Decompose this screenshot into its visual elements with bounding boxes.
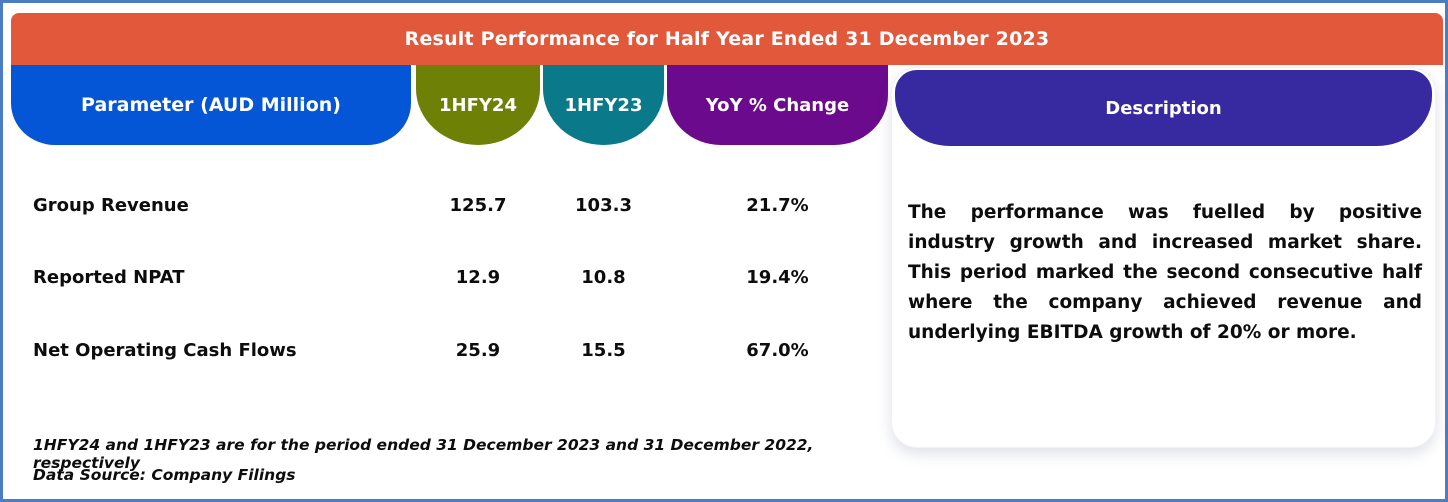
column-header-parameter: Parameter (AUD Million): [11, 65, 411, 145]
row-label-net-operating-cash-flows: Net Operating Cash Flows: [33, 340, 297, 361]
cell-group-revenue-1hfy24: 125.7: [449, 195, 507, 216]
title-banner: Result Performance for Half Year Ended 3…: [11, 13, 1443, 65]
row-label-group-revenue: Group Revenue: [33, 195, 189, 216]
cell-net-operating-cash-flows-1hfy24: 25.9: [455, 340, 501, 361]
column-header-1hfy23-label: 1HFY23: [564, 94, 643, 116]
cell-reported-npat-yoy: 19.4%: [746, 267, 809, 288]
column-header-1hfy24: 1HFY24: [416, 65, 540, 145]
figure-title: Result Performance for Half Year Ended 3…: [404, 28, 1050, 50]
cell-net-operating-cash-flows-1hfy23: 15.5: [581, 340, 626, 361]
cell-net-operating-cash-flows-yoy: 67.0%: [746, 340, 809, 361]
column-header-description: Description: [895, 70, 1432, 146]
column-header-1hfy24-label: 1HFY24: [439, 94, 517, 116]
cell-reported-npat-1hfy24: 12.9: [455, 267, 501, 288]
row-label-reported-npat: Reported NPAT: [33, 267, 185, 288]
footnote-data-source: Data Source: Company Filings: [33, 466, 296, 484]
cell-group-revenue-yoy: 21.7%: [746, 195, 809, 216]
column-header-1hfy23: 1HFY23: [543, 65, 664, 145]
cell-group-revenue-1hfy23: 103.3: [575, 195, 632, 216]
footnote-period-definition: 1HFY24 and 1HFY23 are for the period end…: [33, 436, 814, 472]
column-header-parameter-label: Parameter (AUD Million): [81, 94, 341, 116]
description-text: The performance was fuelled by positive …: [908, 202, 1422, 343]
column-header-yoy-change-label: YoY % Change: [705, 94, 850, 116]
description-card: Description The performance was fuelled …: [891, 67, 1436, 448]
column-header-yoy-change: YoY % Change: [667, 65, 888, 145]
column-header-description-label: Description: [1105, 97, 1222, 119]
cell-reported-npat-1hfy23: 10.8: [581, 267, 626, 288]
